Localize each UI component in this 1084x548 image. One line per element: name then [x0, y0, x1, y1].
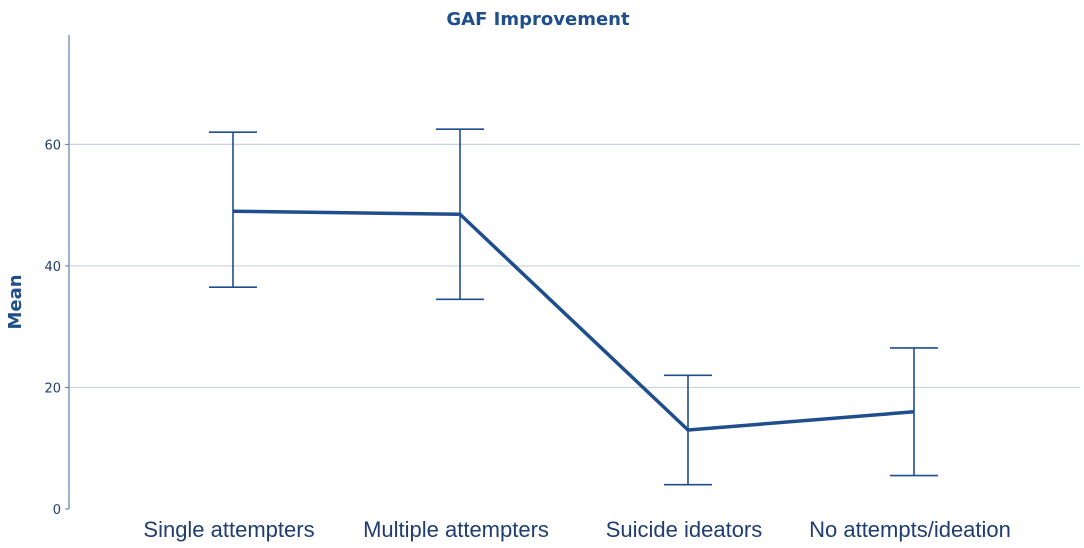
series-line	[232, 209, 915, 432]
y-tick-label: 0	[53, 503, 61, 518]
x-tick-label: Single attempters	[143, 517, 314, 542]
y-tick-labels: 0 20 40 60	[44, 138, 69, 518]
x-tick-labels: Single attempters Multiple attempters Suic…	[143, 517, 1010, 542]
y-tick-label: 40	[44, 260, 61, 275]
x-tick-label: Multiple attempters	[363, 517, 549, 542]
y-axis-label: Mean	[5, 274, 26, 329]
chart-title: GAF Improvement	[446, 9, 630, 30]
x-tick-label: No attempts/ideation	[809, 517, 1011, 542]
y-tick-label: 60	[44, 138, 61, 153]
y-tick-label: 20	[44, 381, 61, 396]
error-bars	[209, 128, 938, 486]
grid-lines	[69, 143, 1080, 389]
error-bar	[209, 131, 257, 288]
x-tick-label: Suicide ideators	[606, 517, 763, 542]
